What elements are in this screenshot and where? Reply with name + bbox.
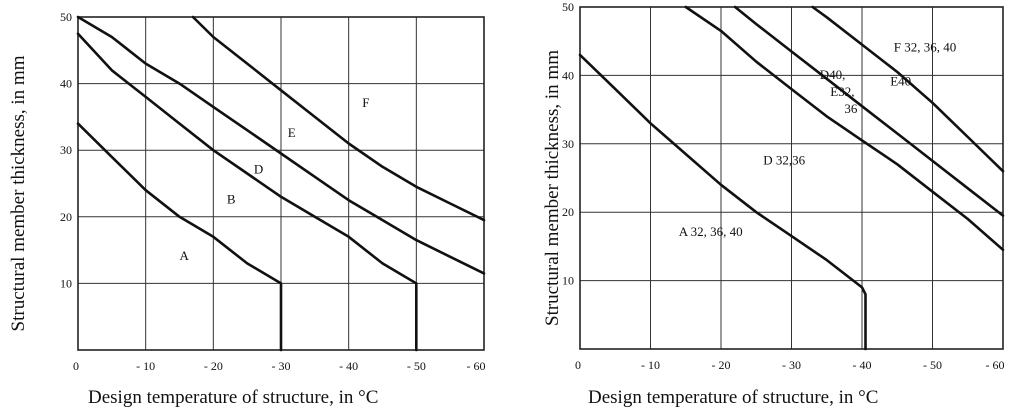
plot-frame xyxy=(579,6,1004,350)
y-tick-label: 10 xyxy=(562,274,574,288)
chart-panel-2: 0 - 10 - 20 - 30 - 40 - 50 - 60 10 20 30 40 50 A 32,… xyxy=(542,0,1005,408)
curve-4 xyxy=(191,15,486,222)
x-tick-label: 0 xyxy=(575,358,581,372)
y-tick-label: 20 xyxy=(60,210,72,224)
curve-annotation: D xyxy=(254,162,263,177)
curve-2 xyxy=(684,5,1005,252)
curve-1 xyxy=(578,53,867,351)
x-tick-label: - 50 xyxy=(407,359,426,373)
x-tick-label: - 60 xyxy=(986,358,1005,372)
x-tick-label: - 50 xyxy=(923,358,942,372)
curve-annotation: D40, xyxy=(820,67,846,82)
x-tick-label: - 20 xyxy=(712,358,731,372)
curve-annotation: F xyxy=(362,95,369,110)
y-axis-label: Structural member thickness, in mm xyxy=(8,55,29,331)
curve-annotation: E xyxy=(288,125,296,140)
y-tick-label: 10 xyxy=(60,276,72,290)
curve-3 xyxy=(733,5,1005,217)
curve-annotation: E32, xyxy=(830,84,854,99)
y-tick-label: 50 xyxy=(60,10,72,24)
y-tick-label: 20 xyxy=(562,205,574,219)
chart-panel-1: 0 - 10 - 20 - 30 - 40 - 50 - 60 10 20 30 40 50 A B D E F… xyxy=(8,10,486,408)
curve-annotation: D 32,36 xyxy=(763,152,805,167)
curve-annotation: B xyxy=(227,191,236,206)
curve-annotation: 36 xyxy=(844,101,858,116)
curve-4 xyxy=(811,5,1005,173)
y-tick-label: 40 xyxy=(562,68,574,82)
curve-1 xyxy=(76,122,283,352)
curve-annotation: A xyxy=(180,248,190,263)
curve-annotation: E40. xyxy=(890,74,914,89)
curve-annotation: F 32, 36, 40 xyxy=(894,39,956,54)
y-axis-label: Structural member thickness, in mm xyxy=(542,50,563,326)
x-tick-label: - 30 xyxy=(782,358,801,372)
y-tick-label: 50 xyxy=(562,0,574,14)
x-tick-label: - 30 xyxy=(272,359,291,373)
curve-2 xyxy=(76,32,418,352)
x-axis-label: Design temperature of structure, in °C xyxy=(88,387,378,408)
x-tick-label: - 60 xyxy=(467,359,486,373)
x-tick-label: 0 xyxy=(73,359,79,373)
curve-3 xyxy=(76,15,486,275)
y-tick-label: 30 xyxy=(60,143,72,157)
y-tick-label: 30 xyxy=(562,137,574,151)
x-tick-label: - 40 xyxy=(339,359,358,373)
x-tick-label: - 40 xyxy=(853,358,872,372)
x-tick-label: - 10 xyxy=(136,359,155,373)
y-tick-label: 40 xyxy=(60,77,72,91)
curve-annotation: A 32, 36, 40 xyxy=(679,224,743,239)
x-tick-label: - 20 xyxy=(204,359,223,373)
x-axis-label: Design temperature of structure, in °C xyxy=(588,387,878,408)
x-tick-label: - 10 xyxy=(641,358,660,372)
